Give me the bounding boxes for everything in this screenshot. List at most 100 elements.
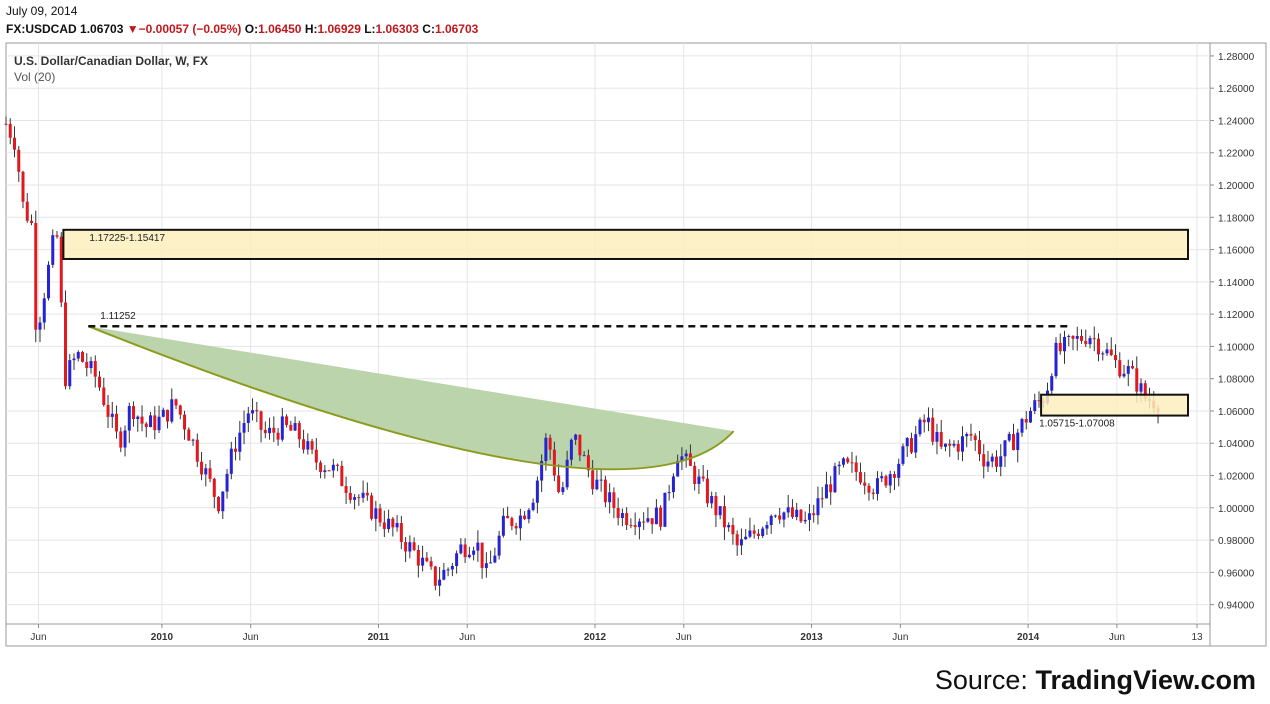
- candle-down: [8, 123, 12, 138]
- candle-up: [501, 515, 505, 536]
- candle-down: [4, 123, 8, 125]
- candle-up: [395, 523, 399, 528]
- y-tick-label: 1.18000: [1218, 213, 1255, 224]
- candle-down: [812, 513, 816, 516]
- candle-up: [667, 492, 671, 494]
- candle-up: [727, 525, 731, 528]
- annotations-front: 1.17225-1.15417 1.05715-1.07008 1.11252: [62, 228, 1190, 471]
- x-tick-label: 13: [1191, 632, 1203, 643]
- candle-down: [412, 542, 416, 550]
- candle-down: [416, 549, 420, 566]
- candle-down: [166, 409, 170, 422]
- cup-area: [88, 326, 734, 470]
- x-tick-label: Jun: [892, 632, 908, 643]
- support-resistance-zone: [1040, 393, 1189, 417]
- candle-up: [1054, 342, 1058, 377]
- candle-up: [1016, 432, 1020, 451]
- low-value: 1.06303: [375, 22, 419, 36]
- candle-up: [323, 470, 327, 473]
- y-tick-label: 1.22000: [1218, 149, 1255, 160]
- candle-down: [119, 431, 123, 448]
- candle-down: [922, 419, 926, 423]
- candle-up: [51, 235, 55, 265]
- candle-down: [629, 525, 633, 527]
- candle-down: [892, 474, 896, 478]
- zone-label: 1.05715-1.07008: [1039, 419, 1115, 430]
- x-tick-label: 2011: [368, 632, 390, 643]
- candle-up: [306, 441, 310, 450]
- candle-down: [688, 453, 692, 466]
- y-tick-label: 1.04000: [1218, 439, 1255, 450]
- candle-up: [824, 484, 828, 499]
- price-change: −0.00057 (−0.05%): [138, 22, 242, 36]
- candle-down: [276, 432, 280, 440]
- candle-down: [183, 414, 187, 430]
- candle-down: [106, 404, 110, 417]
- candle-down: [612, 492, 616, 508]
- volume-indicator-label[interactable]: Vol (20): [14, 70, 55, 84]
- candle-up: [990, 456, 994, 462]
- candle-up: [684, 453, 688, 457]
- candle-up: [914, 434, 918, 453]
- candle-down: [969, 433, 973, 436]
- candle-down: [731, 525, 735, 535]
- candle-up: [438, 579, 442, 586]
- candle-down: [234, 448, 238, 452]
- candle-down: [701, 476, 705, 479]
- price-chart[interactable]: 1.17225-1.15417 1.05715-1.07008 1.11252 1.…: [0, 0, 1270, 660]
- candle-up: [242, 423, 246, 433]
- zone-label: 1.17225-1.15417: [89, 233, 165, 244]
- candle-up: [1126, 366, 1130, 374]
- candle-down: [650, 518, 654, 525]
- candle-down: [510, 518, 514, 527]
- candle-down: [1024, 419, 1028, 423]
- candle-up: [816, 498, 820, 516]
- candle-up: [238, 432, 242, 452]
- candle-up: [952, 443, 956, 446]
- candle-up: [204, 468, 208, 475]
- x-axis: Jun 2010 Jun 2011 Jun 2012 Jun 2013 Jun 2014 Jun 13: [30, 624, 1203, 643]
- y-tick-label: 0.96000: [1218, 568, 1255, 579]
- candle-down: [1135, 368, 1139, 392]
- candle-up: [875, 478, 879, 494]
- candle-down: [178, 405, 182, 415]
- candle-up: [149, 415, 153, 428]
- candle-up: [331, 464, 335, 471]
- candle-down: [208, 468, 212, 479]
- candle-up: [837, 464, 841, 467]
- candle-up: [110, 413, 114, 417]
- candle-down: [829, 484, 833, 493]
- close-value: 1.06703: [434, 22, 479, 36]
- candle-down: [102, 387, 106, 405]
- candle-down: [85, 361, 89, 369]
- candle-down: [310, 441, 314, 450]
- candle-down: [1109, 349, 1113, 356]
- candle-down: [909, 438, 913, 453]
- candle-up: [595, 479, 599, 490]
- source-prefix: Source:: [934, 665, 1036, 695]
- symbol-label[interactable]: FX:USDCAD: [6, 22, 77, 36]
- x-tick-label: 2013: [800, 632, 823, 643]
- candle-up: [42, 298, 46, 323]
- candle-down: [144, 423, 148, 428]
- candle-up: [246, 413, 250, 424]
- candle-down: [21, 171, 25, 202]
- candle-down: [1097, 338, 1101, 355]
- candle-up: [293, 423, 297, 431]
- candle-down: [659, 507, 663, 527]
- candle-up: [1028, 410, 1032, 423]
- candle-up: [833, 466, 837, 493]
- candle-down: [616, 507, 620, 518]
- candle-up: [561, 487, 565, 493]
- candle-down: [259, 411, 263, 430]
- candle-up: [888, 474, 892, 486]
- chart-title: U.S. Dollar/Canadian Dollar, W, FX: [14, 54, 208, 68]
- candle-down: [365, 492, 369, 496]
- candle-up: [935, 431, 939, 442]
- candle-up: [1088, 338, 1092, 345]
- candle-up: [353, 497, 357, 500]
- candle-up: [467, 554, 471, 558]
- candle-down: [586, 455, 590, 471]
- x-tick-label: Jun: [676, 632, 692, 643]
- candle-down: [30, 220, 34, 223]
